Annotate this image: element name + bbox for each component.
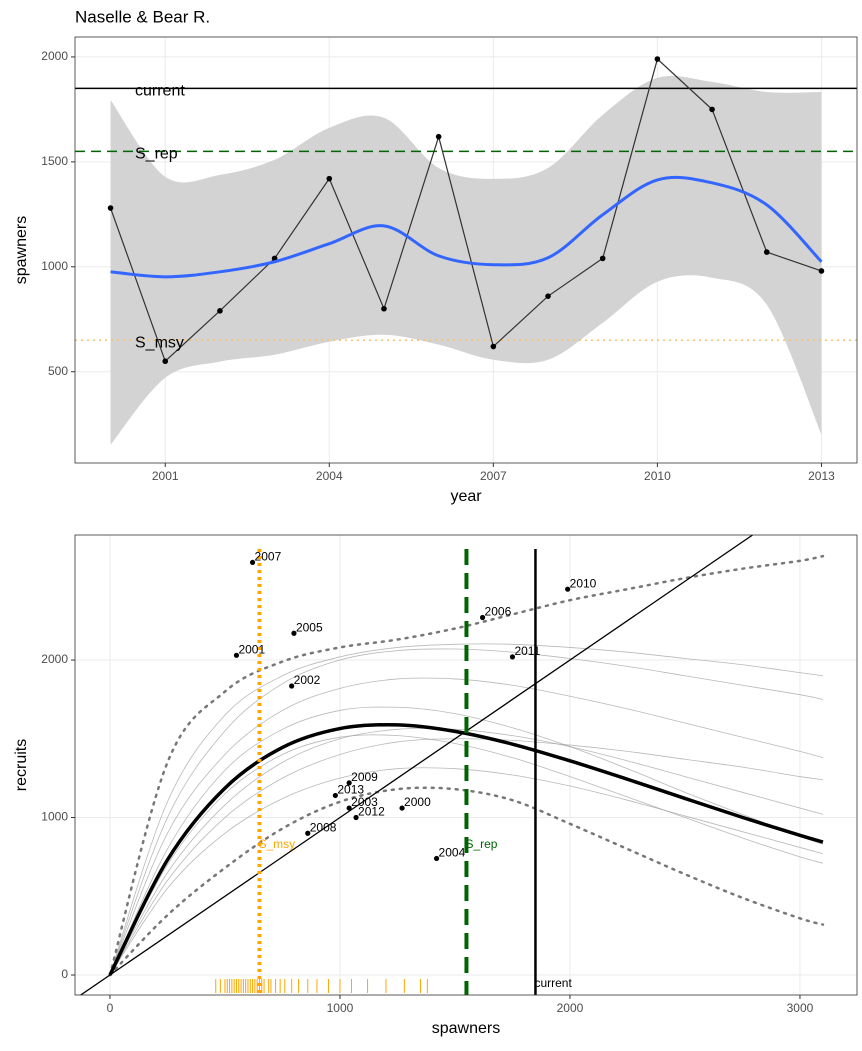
data-point [565, 586, 571, 592]
point-label: 2007 [255, 550, 282, 564]
data-point [435, 133, 442, 140]
x-tick-label: 0 [107, 1001, 114, 1015]
data-point [490, 343, 497, 350]
panel-border [74, 534, 858, 996]
median-curve [108, 723, 824, 976]
y-tick-label: 1000 [41, 810, 68, 824]
point-label: 2013 [337, 783, 364, 797]
data-point [346, 805, 352, 811]
posterior-curve [109, 738, 824, 976]
posterior-curve [109, 648, 824, 976]
reference-label: current [135, 83, 185, 100]
point-label: 2000 [404, 795, 431, 809]
data-point [353, 814, 359, 821]
x-tick-label: 3000 [787, 1001, 814, 1015]
posterior-curve [109, 727, 824, 976]
y-tick-label: 2000 [41, 49, 68, 63]
replacement-line [79, 535, 753, 995]
point-label: 2005 [296, 620, 323, 634]
x-tick-label: 2000 [557, 1001, 584, 1015]
reference-label: S_msy [135, 334, 184, 351]
data-point [305, 830, 311, 836]
reference-label: current [534, 976, 572, 990]
data-point [233, 652, 240, 658]
data-point [249, 559, 256, 566]
y-tick-label: 2000 [41, 652, 68, 666]
posterior-curve [109, 643, 824, 976]
data-point [509, 654, 516, 660]
quantile-curve [108, 786, 825, 977]
data-point [381, 305, 387, 312]
data-point [545, 293, 551, 299]
quantile-curve [108, 554, 825, 977]
point-label: 2002 [294, 673, 321, 687]
data-point [433, 855, 440, 862]
chart-title: Naselle & Bear R. [75, 7, 210, 26]
x-tick-label: 2013 [808, 469, 835, 483]
data-point [332, 792, 338, 799]
data-point [654, 56, 661, 62]
data-point [818, 268, 825, 274]
y-tick-label: 500 [48, 364, 68, 378]
point-label: 2010 [570, 576, 597, 590]
reference-label: S_rep [465, 837, 497, 851]
x-tick-label: 2001 [152, 469, 179, 483]
plot-area [79, 535, 825, 995]
x-tick-label: 2007 [480, 469, 507, 483]
point-label: 2001 [238, 642, 265, 656]
y-axis-label: recruits [13, 739, 30, 791]
data-point [346, 780, 352, 786]
data-point [271, 255, 278, 262]
posterior-curve [109, 706, 824, 976]
plot-area [75, 56, 857, 445]
data-point [162, 358, 169, 365]
data-point [217, 308, 223, 314]
point-label: 2012 [358, 805, 385, 819]
reference-label: S_rep [135, 146, 178, 163]
data-line [109, 57, 822, 363]
point-label: 2003 [351, 795, 378, 809]
point-label: 2011 [514, 644, 540, 658]
data-point [291, 630, 297, 636]
point-label: 2006 [485, 605, 512, 619]
reference-label: S_msy [258, 837, 295, 851]
y-tick-label: 1000 [41, 259, 68, 273]
data-point [479, 614, 486, 621]
y-tick-label: 1500 [41, 154, 68, 168]
y-axis-label: spawners [13, 216, 30, 284]
data-point [709, 106, 715, 113]
x-axis-label: spawners [432, 1020, 500, 1037]
x-axis-label: year [450, 488, 482, 505]
x-tick-label: 1000 [327, 1001, 354, 1015]
point-label: 2008 [310, 820, 337, 834]
panel-border [74, 36, 858, 464]
point-label: 2009 [351, 770, 378, 784]
smooth-line [110, 175, 823, 279]
y-tick-label: 0 [61, 967, 68, 981]
data-point [763, 249, 770, 255]
x-tick-label: 2010 [644, 469, 671, 483]
x-tick-label: 2004 [316, 469, 343, 483]
confidence-band [110, 75, 822, 445]
data-point [399, 805, 405, 811]
data-point [107, 205, 114, 211]
data-point [599, 255, 606, 262]
posterior-curve [109, 677, 824, 976]
point-label: 2004 [439, 846, 466, 860]
posterior-curve [109, 734, 824, 976]
data-point [289, 683, 295, 689]
data-point [326, 175, 333, 182]
